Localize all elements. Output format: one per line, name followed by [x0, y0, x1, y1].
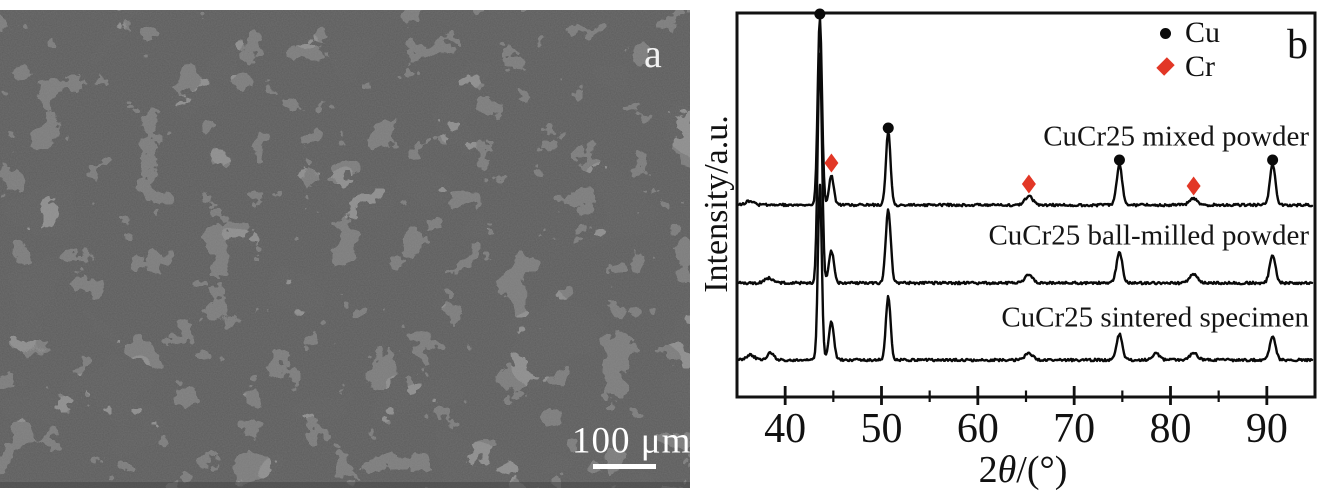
series-label-sintered-specimen: CuCr25 sintered specimen	[1001, 301, 1309, 334]
x-tick-label: 70	[1053, 406, 1096, 452]
legend-label-cr: Cr	[1185, 50, 1215, 83]
scale-bar-label: 100 μm	[572, 420, 692, 462]
series-label-ball-milled-powder: CuCr25 ball-milled powder	[988, 219, 1309, 252]
sem-panel: a 100 μm	[0, 10, 690, 488]
cu-dot-icon	[1158, 23, 1173, 43]
legend-item-cr: Cr	[1156, 50, 1215, 83]
x-axis-label-prefix: 2	[978, 449, 998, 491]
legend-item-cu: Cu	[1158, 18, 1220, 48]
legend-label-cu: Cu	[1185, 16, 1221, 49]
x-tick-label: 40	[764, 406, 807, 452]
sem-grain-noise	[0, 10, 690, 488]
x-tick-label: 90	[1245, 406, 1288, 452]
panel-a-label: a	[644, 31, 662, 76]
xrd-panel: Intensity/a.u. 2θ/(°) Cu Cr b CuCr25 mix…	[688, 0, 1322, 496]
x-axis-label-suffix: /(°)	[1016, 449, 1068, 491]
x-tick-label: 60	[956, 406, 999, 452]
x-axis-label: 2θ/(°)	[979, 448, 1068, 492]
series-label-mixed-powder: CuCr25 mixed powder	[1043, 120, 1309, 153]
sem-bottom-edge	[0, 482, 690, 488]
y-axis-label: Intensity/a.u.	[698, 115, 735, 293]
sem-micrograph-image	[0, 10, 690, 488]
scale-bar	[593, 464, 656, 469]
cr-diamond-icon	[1156, 57, 1175, 77]
x-tick-label: 80	[1149, 406, 1192, 452]
xrd-chart-plot	[735, 8, 1317, 405]
theta-symbol: θ	[997, 449, 1017, 491]
x-tick-label: 50	[860, 406, 903, 452]
panel-b-label: b	[1287, 22, 1308, 68]
